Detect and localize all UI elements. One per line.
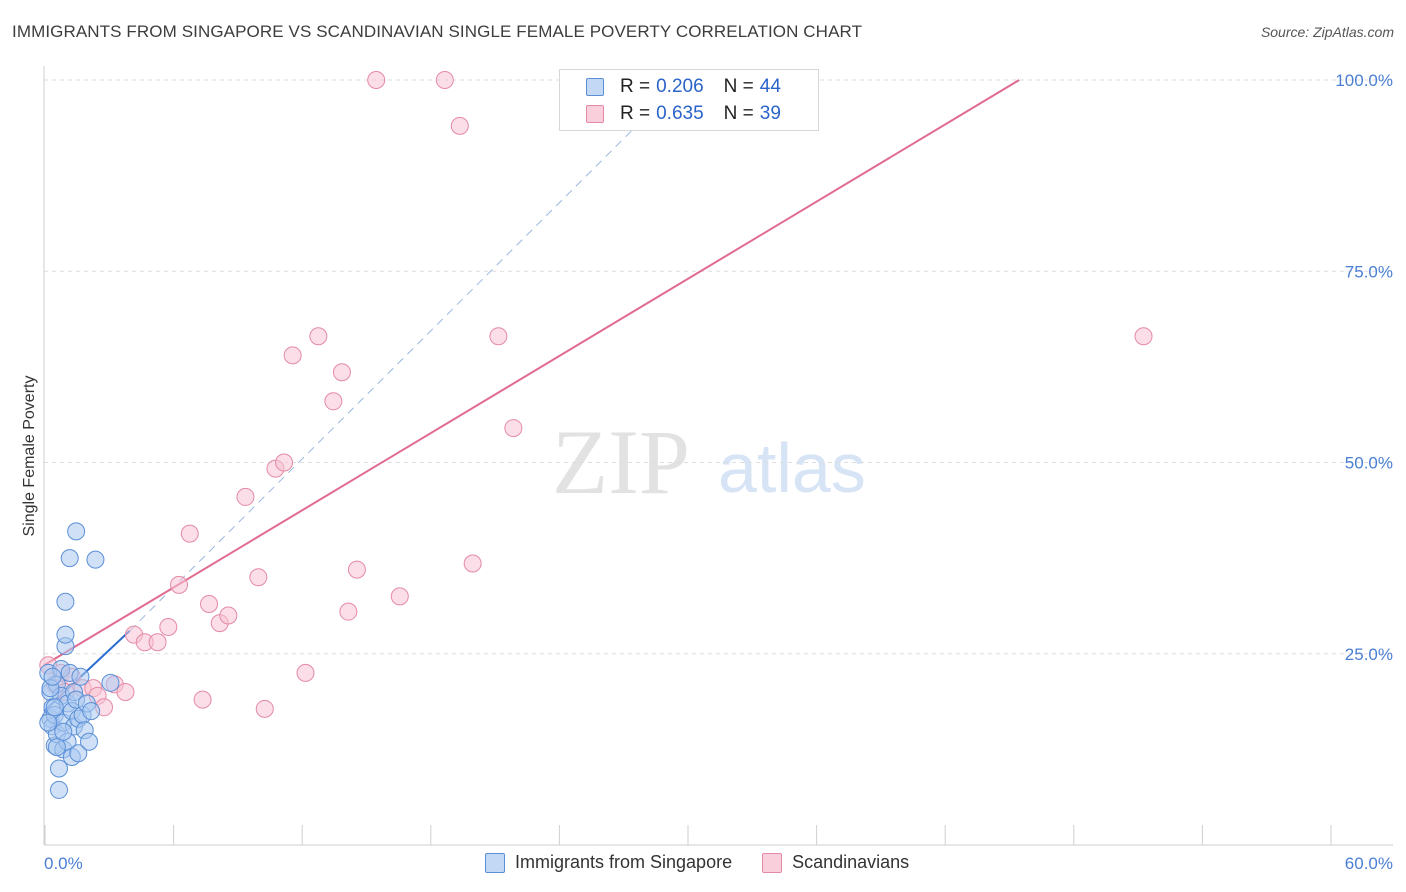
scandinavians-point [504,419,523,438]
scandinavians-point [170,575,189,594]
scandinavians-point [489,327,508,346]
scandinavians-point [1134,327,1153,346]
singapore-point [101,673,120,692]
series-legend-label: Scandinavians [792,852,910,872]
singapore-point [45,698,64,717]
scandinavians-point [309,327,328,346]
singapore-point [56,592,75,611]
scandinavians-point [116,683,135,701]
scandinavians-point [324,392,343,411]
chart-title: IMMIGRANTS FROM SINGAPORE VS SCANDINAVIA… [12,22,863,41]
scandinavians-point [283,346,302,365]
legend-row-scandinavians: R = 0.635 N = 39 [586,102,781,126]
y-tick-label: 50.0% [1345,454,1393,473]
scandinavians-point [236,487,255,506]
data-points [39,71,1153,799]
scandinavians-point [463,554,482,573]
legend-r-value: 0.206 [656,76,704,97]
y-axis-label: Single Female Poverty [21,376,38,537]
scandinavians-trend-line [43,79,1020,667]
series-swatch-pink [762,852,783,873]
scandinavians-point [159,617,178,636]
series-legend: Immigrants from Singapore Scandinavians [485,852,939,873]
singapore-point [39,713,58,732]
singapore-point [71,667,90,686]
legend-n-value: 44 [759,76,781,97]
scandinavians-point [219,606,238,625]
scandinavians-point [450,116,469,135]
legend-r-label: R = [620,103,651,124]
x-tick-label-max: 60.0% [1345,854,1393,873]
scandinavians-point [180,524,199,543]
singapore-point [43,667,62,686]
singapore-point [80,732,99,751]
singapore-point [86,550,105,569]
scandinavians-point [193,690,212,709]
scandinavians-point [435,71,454,89]
source-credit: Source: ZipAtlas.com [1260,24,1394,40]
scandinavians-point [347,560,366,579]
scandinavians-point [296,663,315,682]
watermark-atlas: atlas [718,429,866,507]
singapore-point [50,780,69,799]
legend-n-label: N = [723,76,754,97]
legend-row-singapore: R = 0.206 N = 44 [586,75,781,99]
legend-swatch-pink [586,105,604,123]
legend-r-label: R = [620,76,651,97]
scandinavians-point [390,587,409,606]
series-legend-item-scandinavians[interactable]: Scandinavians [762,852,909,873]
singapore-point [50,759,69,778]
singapore-point [69,744,88,763]
singapore-point [82,702,101,721]
legend-swatch-blue [586,78,604,96]
y-tick-label: 100.0% [1335,71,1393,90]
correlation-legend: R = 0.206 N = 44 R = 0.635 N = 39 [559,69,819,131]
scandinavians-point [249,568,268,587]
series-swatch-blue [485,852,505,873]
singapore-point [56,625,75,644]
scandinavians-point [200,595,219,614]
y-tick-label: 25.0% [1345,645,1393,664]
scandinavians-point [275,453,294,472]
series-legend-label: Immigrants from Singapore [515,852,733,872]
scandinavians-point [332,363,351,382]
singapore-trend-extension [129,117,645,632]
singapore-point [67,522,86,541]
y-tick-label: 75.0% [1345,262,1393,281]
singapore-point [60,549,79,568]
singapore-point [54,722,73,741]
singapore-point [47,738,66,757]
scandinavians-point [367,71,386,89]
scandinavians-point [339,602,358,621]
scandinavians-point [148,633,167,652]
grid [44,79,1393,655]
trend-lines [43,79,1020,712]
legend-n-label: N = [723,103,754,124]
x-tick-label-min: 0.0% [44,854,83,873]
legend-n-value: 39 [759,103,781,124]
scandinavians-point [255,699,274,718]
series-legend-item-singapore[interactable]: Immigrants from Singapore [485,852,732,873]
legend-r-value: 0.635 [656,103,704,124]
tick-labels: 0.0% 60.0% 25.0% 50.0% 75.0% 100.0% [44,71,1393,873]
